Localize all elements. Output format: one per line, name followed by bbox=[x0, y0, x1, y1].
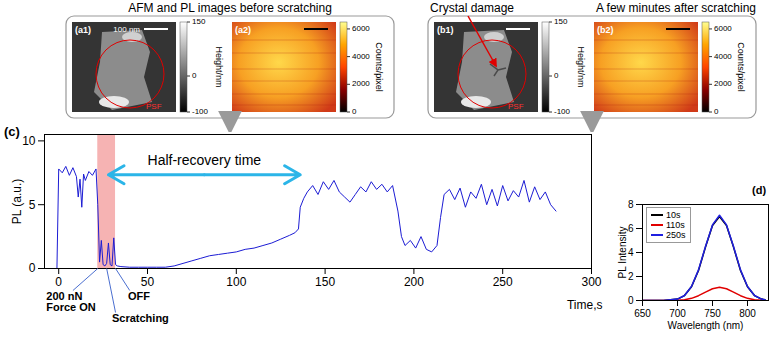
svg-text:OFF: OFF bbox=[128, 290, 150, 302]
svg-text:50: 50 bbox=[141, 275, 155, 289]
svg-text:0: 0 bbox=[55, 275, 62, 289]
svg-text:2000: 2000 bbox=[714, 79, 732, 88]
html-text:(c): (c) bbox=[4, 124, 20, 139]
svg-text:AFM and PL images before scrat: AFM and PL images before scratching bbox=[128, 1, 332, 15]
svg-text:A few minutes after scratching: A few minutes after scratching bbox=[596, 1, 756, 15]
svg-text:-100: -100 bbox=[554, 107, 571, 116]
svg-text:6: 6 bbox=[628, 223, 634, 234]
svg-text:700: 700 bbox=[669, 308, 686, 319]
svg-text:Height/nm: Height/nm bbox=[214, 46, 224, 87]
svg-text:(b2): (b2) bbox=[597, 25, 614, 35]
svg-text:PSF: PSF bbox=[508, 102, 524, 111]
svg-text:150: 150 bbox=[315, 275, 335, 289]
svg-text:300: 300 bbox=[581, 275, 601, 289]
svg-text:200 nNForce ON: 200 nNForce ON bbox=[46, 290, 96, 313]
svg-text:150: 150 bbox=[554, 17, 568, 26]
html-text:(d): (d) bbox=[752, 184, 766, 196]
svg-text:0: 0 bbox=[714, 107, 719, 116]
svg-text:6000: 6000 bbox=[714, 24, 732, 33]
svg-text:4000: 4000 bbox=[714, 52, 732, 61]
svg-text:PL (a.u.): PL (a.u.) bbox=[10, 179, 24, 225]
svg-text:(a2): (a2) bbox=[235, 25, 251, 35]
svg-text:100 nm: 100 nm bbox=[113, 25, 140, 34]
svg-text:8: 8 bbox=[628, 199, 634, 210]
svg-text:0: 0 bbox=[554, 71, 559, 80]
svg-text:Counts/pixel: Counts/pixel bbox=[374, 42, 384, 92]
svg-text:Scratching: Scratching bbox=[112, 312, 169, 324]
svg-text:150: 150 bbox=[192, 17, 206, 26]
svg-text:4000: 4000 bbox=[352, 52, 370, 61]
svg-text:PL Intensity: PL Intensity bbox=[617, 227, 628, 279]
svg-text:Time,s: Time,s bbox=[567, 298, 603, 312]
svg-text:(b1): (b1) bbox=[437, 25, 454, 35]
svg-text:0: 0 bbox=[29, 261, 36, 275]
svg-text:0: 0 bbox=[192, 71, 197, 80]
html-text:10s: 10s bbox=[666, 210, 681, 220]
svg-text:650: 650 bbox=[634, 308, 651, 319]
svg-text:2: 2 bbox=[628, 271, 634, 282]
svg-text:Crystal damage: Crystal damage bbox=[430, 1, 514, 15]
svg-text:800: 800 bbox=[739, 308, 756, 319]
svg-text:5: 5 bbox=[29, 198, 36, 212]
svg-text:Half-recovery time: Half-recovery time bbox=[148, 152, 262, 168]
svg-text:-100: -100 bbox=[192, 107, 209, 116]
svg-text:0: 0 bbox=[628, 295, 634, 306]
svg-text:4: 4 bbox=[628, 247, 634, 258]
svg-text:PSF: PSF bbox=[146, 102, 162, 111]
svg-text:250: 250 bbox=[493, 275, 513, 289]
svg-text:200: 200 bbox=[404, 275, 424, 289]
svg-text:0: 0 bbox=[352, 107, 357, 116]
svg-text:Counts/pixel: Counts/pixel bbox=[736, 42, 746, 92]
svg-text:750: 750 bbox=[704, 308, 721, 319]
svg-text:2000: 2000 bbox=[352, 79, 370, 88]
svg-text:100: 100 bbox=[226, 275, 246, 289]
svg-text:6000: 6000 bbox=[352, 24, 370, 33]
svg-text:10: 10 bbox=[22, 134, 36, 148]
svg-text:(a1): (a1) bbox=[75, 25, 91, 35]
svg-text:Wavelength (nm): Wavelength (nm) bbox=[668, 320, 744, 331]
svg-text:Height/nm: Height/nm bbox=[576, 46, 586, 87]
html-text:250s: 250s bbox=[666, 230, 686, 240]
html-text:110s: 110s bbox=[666, 220, 685, 230]
